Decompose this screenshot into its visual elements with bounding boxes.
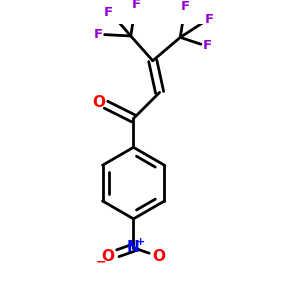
Text: F: F [94, 28, 103, 40]
Text: F: F [132, 0, 141, 11]
Text: O: O [101, 249, 114, 264]
Text: F: F [181, 0, 190, 13]
Text: F: F [202, 39, 211, 52]
Text: N: N [127, 240, 140, 255]
Text: +: + [136, 237, 145, 247]
Text: O: O [92, 95, 105, 110]
Text: O: O [153, 249, 166, 264]
Text: F: F [205, 13, 214, 26]
Text: F: F [103, 5, 112, 19]
Text: −: − [96, 256, 106, 269]
